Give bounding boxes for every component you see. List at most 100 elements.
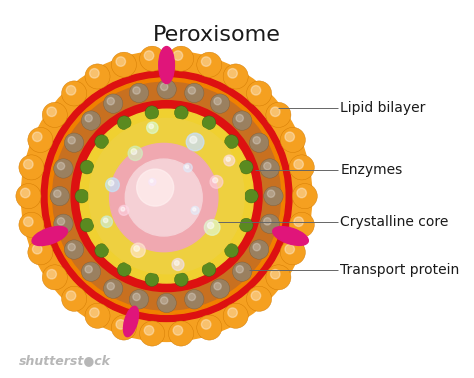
Circle shape [149, 178, 156, 186]
Circle shape [111, 52, 137, 77]
Circle shape [57, 218, 64, 225]
Circle shape [150, 180, 153, 183]
Circle shape [188, 87, 195, 94]
Circle shape [85, 115, 92, 122]
Circle shape [140, 321, 164, 346]
Circle shape [145, 106, 159, 119]
Circle shape [245, 189, 258, 203]
Circle shape [292, 184, 317, 209]
Circle shape [224, 155, 235, 166]
Circle shape [54, 190, 61, 197]
Circle shape [53, 82, 281, 310]
Circle shape [133, 293, 140, 301]
Circle shape [228, 68, 237, 78]
Circle shape [201, 57, 211, 66]
Circle shape [297, 188, 306, 198]
Circle shape [204, 220, 220, 235]
Circle shape [103, 279, 123, 298]
Circle shape [62, 81, 87, 106]
Circle shape [24, 217, 33, 226]
Circle shape [103, 218, 108, 223]
Circle shape [129, 83, 149, 102]
Circle shape [90, 68, 99, 78]
Circle shape [125, 159, 202, 236]
Circle shape [3, 32, 330, 360]
Circle shape [80, 218, 94, 232]
Circle shape [188, 293, 195, 301]
Circle shape [145, 273, 159, 287]
Circle shape [264, 218, 271, 225]
Circle shape [260, 214, 280, 234]
Circle shape [251, 291, 261, 301]
Circle shape [20, 188, 30, 198]
Circle shape [267, 190, 275, 197]
Text: Transport protein: Transport protein [340, 263, 460, 277]
Circle shape [21, 51, 312, 341]
Circle shape [19, 155, 44, 180]
Circle shape [285, 245, 294, 254]
Circle shape [66, 85, 76, 95]
Circle shape [239, 160, 253, 174]
Circle shape [249, 240, 269, 259]
Circle shape [68, 243, 75, 251]
Circle shape [16, 184, 41, 209]
Circle shape [228, 308, 237, 318]
Circle shape [294, 217, 303, 226]
Circle shape [32, 132, 42, 141]
Circle shape [246, 286, 272, 311]
Circle shape [202, 263, 216, 276]
Circle shape [225, 135, 238, 149]
Circle shape [95, 135, 109, 149]
Circle shape [280, 240, 305, 265]
Circle shape [210, 279, 230, 298]
Circle shape [85, 266, 92, 273]
Circle shape [107, 98, 114, 105]
Circle shape [90, 308, 99, 318]
Circle shape [213, 178, 218, 183]
Circle shape [82, 262, 101, 281]
Circle shape [144, 326, 154, 335]
Circle shape [144, 51, 154, 60]
Circle shape [191, 206, 199, 214]
Circle shape [226, 157, 230, 161]
Circle shape [253, 243, 260, 251]
Ellipse shape [124, 306, 138, 337]
Circle shape [48, 78, 285, 314]
Circle shape [85, 64, 110, 89]
Circle shape [266, 265, 291, 290]
Circle shape [109, 180, 114, 186]
Circle shape [75, 189, 89, 203]
Circle shape [174, 106, 188, 119]
Circle shape [54, 159, 73, 178]
Circle shape [184, 290, 204, 309]
Circle shape [66, 291, 76, 301]
Circle shape [111, 315, 137, 340]
Circle shape [161, 83, 168, 91]
Circle shape [190, 136, 197, 143]
Circle shape [32, 245, 42, 254]
Circle shape [239, 218, 253, 232]
Text: Crystalline core: Crystalline core [340, 215, 449, 229]
Circle shape [264, 163, 271, 170]
Circle shape [201, 320, 211, 329]
Circle shape [197, 315, 222, 340]
Circle shape [80, 160, 94, 174]
Circle shape [157, 293, 176, 313]
Circle shape [264, 186, 283, 206]
Circle shape [208, 222, 214, 229]
Circle shape [89, 118, 244, 274]
Circle shape [103, 94, 123, 113]
Circle shape [172, 259, 184, 271]
Circle shape [185, 165, 189, 168]
Circle shape [42, 265, 67, 290]
Circle shape [41, 71, 292, 321]
Circle shape [184, 163, 192, 172]
Circle shape [107, 282, 114, 290]
Circle shape [157, 80, 176, 99]
Circle shape [169, 46, 193, 71]
Circle shape [232, 262, 252, 281]
Circle shape [251, 85, 261, 95]
Circle shape [71, 101, 262, 291]
Text: Peroxisome: Peroxisome [153, 25, 281, 45]
Circle shape [266, 102, 291, 127]
